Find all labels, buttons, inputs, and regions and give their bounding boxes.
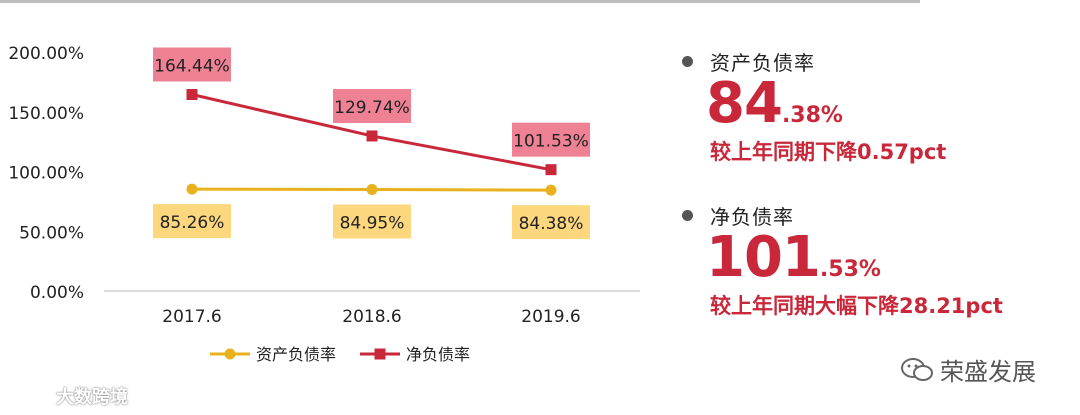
data-label: 85.26%	[160, 213, 225, 233]
x-tick-label: 2019.6	[521, 307, 580, 327]
stat-value-integer: 84	[706, 71, 783, 136]
data-label-box	[153, 47, 231, 82]
stat-label: 资产负债率	[710, 50, 815, 75]
data-label: 164.44%	[154, 56, 230, 76]
stat-asset-liability: 资产负债率 84.38% 较上年同期下降0.57pct	[680, 48, 1070, 166]
stat-value-decimal: .38%	[781, 103, 843, 128]
y-tick-label: 0.00%	[30, 283, 84, 303]
data-label-box	[512, 205, 590, 240]
stat-value: 84.38%	[706, 76, 1070, 132]
top-divider	[0, 0, 920, 3]
watermark-right-text: 荣盛发展	[940, 358, 1036, 386]
data-point-asset-liability	[545, 184, 557, 196]
legend-label: 净负债率	[406, 345, 470, 364]
data-label-box	[153, 204, 231, 239]
data-label: 84.38%	[519, 214, 584, 234]
stat-label: 净负债率	[710, 204, 794, 229]
watermark-left-text: 大数跨境	[56, 387, 128, 408]
data-point-asset-liability	[366, 183, 378, 195]
bullet-icon	[682, 209, 693, 221]
x-tick-label: 2018.6	[342, 307, 401, 327]
stat-value: 101.53%	[706, 230, 1070, 286]
watermark-right: 荣盛发展	[900, 352, 1036, 390]
stat-change: 较上年同期大幅下降28.21pct	[710, 294, 1003, 318]
legend-label: 资产负债率	[256, 345, 336, 364]
y-tick-label: 100.00%	[8, 164, 84, 184]
wechat-icon	[900, 356, 934, 390]
brand-logo-icon	[8, 386, 50, 411]
stat-net-debt: 净负债率 101.53% 较上年同期大幅下降28.21pct	[680, 202, 1070, 320]
data-label-box	[512, 122, 590, 157]
watermark-left: 大数跨境	[8, 383, 128, 411]
x-tick-label: 2017.6	[162, 307, 221, 327]
y-tick-label: 50.00%	[19, 223, 84, 243]
legend-marker	[374, 348, 386, 360]
stat-value-decimal: .53%	[819, 257, 881, 282]
data-label-box	[333, 204, 411, 239]
legend-marker	[224, 348, 236, 360]
data-point-net-debt	[366, 130, 378, 142]
bullet-icon	[682, 55, 693, 67]
data-label: 101.53%	[513, 132, 589, 152]
data-label: 129.74%	[334, 98, 410, 118]
data-label-box	[333, 88, 411, 123]
debt-ratio-line-chart: 0.00% 50.00% 100.00% 150.00% 200.00% 2017.6 20…	[8, 44, 640, 364]
data-point-net-debt	[186, 88, 198, 100]
y-tick-label: 150.00%	[8, 104, 84, 124]
data-point-asset-liability	[186, 183, 198, 195]
stat-value-integer: 101	[706, 225, 821, 290]
data-point-net-debt	[545, 164, 557, 176]
y-tick-label: 200.00%	[8, 44, 84, 64]
stat-change: 较上年同期下降0.57pct	[710, 140, 947, 164]
data-label: 84.95%	[340, 213, 405, 233]
